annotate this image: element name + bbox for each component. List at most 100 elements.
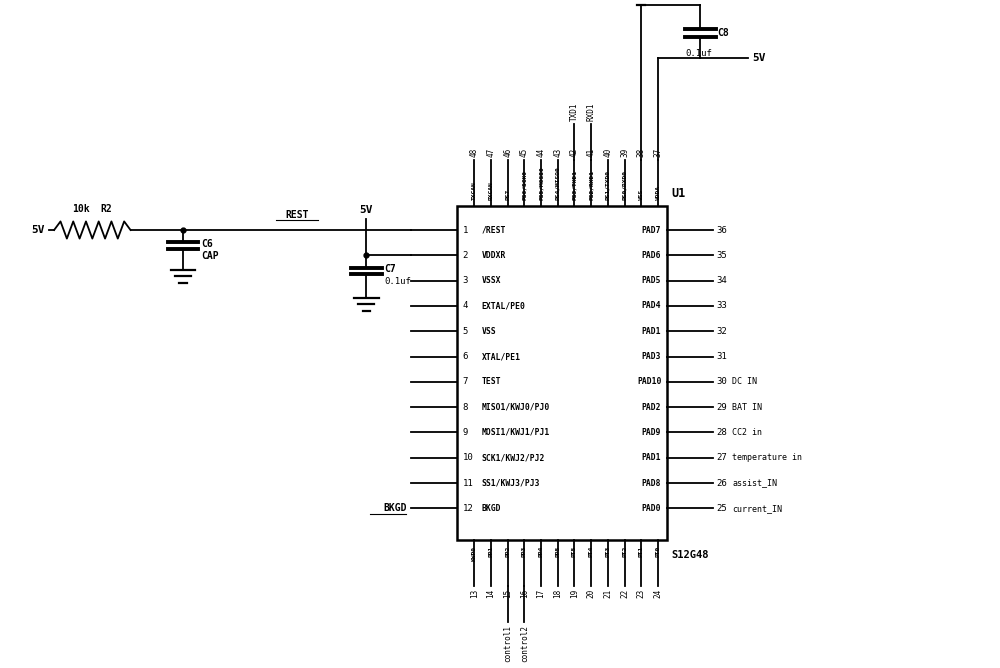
Text: /REST: /REST <box>482 226 506 234</box>
Text: S12G48: S12G48 <box>672 550 709 560</box>
Text: VSS: VSS <box>482 327 496 336</box>
Text: 3: 3 <box>463 276 468 285</box>
Text: temperature in: temperature in <box>732 453 802 462</box>
Text: PAD2: PAD2 <box>642 403 661 411</box>
Text: 4: 4 <box>463 301 468 311</box>
Text: 2: 2 <box>463 250 468 260</box>
Text: control1: control1 <box>503 625 512 662</box>
Text: 21: 21 <box>603 589 612 599</box>
Text: 0.1uf: 0.1uf <box>685 49 712 58</box>
Text: MISO1/KWJ0/PJ0: MISO1/KWJ0/PJ0 <box>482 403 550 411</box>
Text: CAP: CAP <box>201 250 219 261</box>
Text: VSS: VSS <box>639 189 644 200</box>
Text: 24: 24 <box>654 589 663 599</box>
Text: CC2 in: CC2 in <box>732 428 762 437</box>
Text: PS7: PS7 <box>505 189 510 200</box>
Text: PP3: PP3 <box>522 546 527 557</box>
Text: PT0: PT0 <box>656 546 661 557</box>
Text: PAD4: PAD4 <box>642 301 661 311</box>
Text: 35: 35 <box>717 250 727 260</box>
Text: 46: 46 <box>503 148 512 158</box>
Text: EXTAL/PE0: EXTAL/PE0 <box>482 301 526 311</box>
Text: 30: 30 <box>717 377 727 386</box>
Text: XTAL/PE1: XTAL/PE1 <box>482 352 521 361</box>
Text: 40: 40 <box>603 148 612 158</box>
Text: 42: 42 <box>570 148 579 158</box>
Text: 25: 25 <box>717 504 727 513</box>
Text: PS3/TXD1: PS3/TXD1 <box>572 170 577 200</box>
Text: C8: C8 <box>718 28 729 38</box>
Text: 10k: 10k <box>72 204 90 214</box>
Text: current_IN: current_IN <box>732 504 782 513</box>
Text: 47: 47 <box>486 148 495 158</box>
Text: REST: REST <box>285 210 309 220</box>
Text: control2: control2 <box>520 625 529 662</box>
Text: TEST: TEST <box>482 377 501 386</box>
Text: PAD7: PAD7 <box>642 226 661 234</box>
Text: 31: 31 <box>717 352 727 361</box>
Text: VSSX: VSSX <box>482 276 501 285</box>
Text: PP4: PP4 <box>539 546 544 557</box>
Text: PAD10: PAD10 <box>637 377 661 386</box>
Text: PAD9: PAD9 <box>642 428 661 437</box>
Text: PT2: PT2 <box>622 546 627 557</box>
Text: 17: 17 <box>537 589 546 599</box>
Text: 16: 16 <box>520 589 529 599</box>
Text: 43: 43 <box>553 148 562 158</box>
Text: BKGD: BKGD <box>482 504 501 513</box>
Text: PS6/SCK0: PS6/SCK0 <box>522 170 527 200</box>
Text: 19: 19 <box>570 589 579 599</box>
Text: TXD1: TXD1 <box>570 103 579 121</box>
Text: 6: 6 <box>463 352 468 361</box>
Text: 7: 7 <box>463 377 468 386</box>
Text: DC IN: DC IN <box>732 377 757 386</box>
Text: assist_IN: assist_IN <box>732 478 777 488</box>
Text: PS4/MISO0: PS4/MISO0 <box>555 166 560 200</box>
Text: PT1: PT1 <box>639 546 644 557</box>
Text: 5: 5 <box>463 327 468 336</box>
Text: 41: 41 <box>587 148 596 158</box>
Text: 5V: 5V <box>31 225 45 235</box>
Text: PAD5: PAD5 <box>642 276 661 285</box>
Text: PT3: PT3 <box>605 546 610 557</box>
Text: 33: 33 <box>717 301 727 311</box>
Text: 8: 8 <box>463 403 468 411</box>
Text: 38: 38 <box>637 148 646 158</box>
Text: C6: C6 <box>201 239 213 249</box>
Text: PAD1: PAD1 <box>642 453 661 462</box>
Text: SCK1/KWJ2/PJ2: SCK1/KWJ2/PJ2 <box>482 453 545 462</box>
Text: BAT IN: BAT IN <box>732 403 762 411</box>
Text: 29: 29 <box>717 403 727 411</box>
Text: PP1: PP1 <box>488 546 493 557</box>
Text: 26: 26 <box>717 478 727 488</box>
Text: 23: 23 <box>637 589 646 599</box>
Text: 20: 20 <box>587 589 596 599</box>
Text: PP2: PP2 <box>505 546 510 557</box>
Text: PS5/MOSI0: PS5/MOSI0 <box>539 166 544 200</box>
Text: 9: 9 <box>463 428 468 437</box>
Bar <box>457 206 667 540</box>
Text: 13: 13 <box>470 589 479 599</box>
Text: 11: 11 <box>463 478 474 488</box>
Text: 5V: 5V <box>752 53 766 63</box>
Text: U1: U1 <box>672 188 686 200</box>
Text: PT4: PT4 <box>589 546 594 557</box>
Text: PAD6: PAD6 <box>642 250 661 260</box>
Text: 48: 48 <box>470 148 479 158</box>
Text: 5V: 5V <box>360 205 373 215</box>
Text: 34: 34 <box>717 276 727 285</box>
Text: 36: 36 <box>717 226 727 234</box>
Text: PS0/RXD0: PS0/RXD0 <box>622 170 627 200</box>
Text: RXD1: RXD1 <box>587 103 596 121</box>
Text: TXCAN: TXCAN <box>472 182 477 200</box>
Text: 28: 28 <box>717 428 727 437</box>
Text: 32: 32 <box>717 327 727 336</box>
Text: C7: C7 <box>384 264 396 274</box>
Text: PAD0: PAD0 <box>642 504 661 513</box>
Text: MOSI1/KWJ1/PJ1: MOSI1/KWJ1/PJ1 <box>482 428 550 437</box>
Text: PAD8: PAD8 <box>642 478 661 488</box>
Text: 14: 14 <box>486 589 495 599</box>
Text: R2: R2 <box>101 204 113 214</box>
Text: PAD1: PAD1 <box>642 327 661 336</box>
Text: 18: 18 <box>553 589 562 599</box>
